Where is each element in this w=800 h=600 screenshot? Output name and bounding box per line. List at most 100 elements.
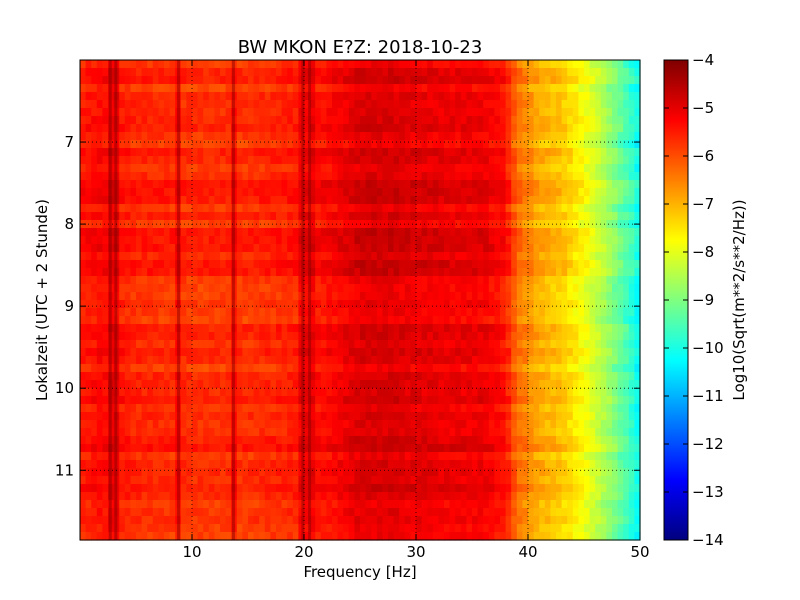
heatmap-cell bbox=[382, 324, 389, 333]
heatmap-cell bbox=[516, 164, 523, 173]
heatmap-cell bbox=[421, 308, 428, 317]
heatmap-cell bbox=[158, 204, 165, 213]
heatmap-cell bbox=[91, 188, 98, 197]
heatmap-cell bbox=[404, 404, 411, 413]
heatmap-cell bbox=[220, 452, 227, 461]
heatmap-cell bbox=[130, 60, 137, 69]
heatmap-cell bbox=[399, 428, 406, 437]
heatmap-cell bbox=[550, 452, 557, 461]
heatmap-cell bbox=[449, 428, 456, 437]
heatmap-cell bbox=[488, 212, 495, 221]
heatmap-cell bbox=[634, 396, 641, 405]
heatmap-cell bbox=[113, 324, 120, 333]
heatmap-cell bbox=[589, 156, 596, 165]
heatmap-cell bbox=[343, 292, 350, 301]
heatmap-cell bbox=[455, 396, 462, 405]
heatmap-cell bbox=[236, 212, 243, 221]
heatmap-cell bbox=[516, 292, 523, 301]
heatmap-cell bbox=[511, 204, 518, 213]
heatmap-cell bbox=[287, 316, 294, 325]
heatmap-cell bbox=[180, 300, 187, 309]
heatmap-cell bbox=[472, 148, 479, 157]
heatmap-cell bbox=[516, 60, 523, 69]
heatmap-cell bbox=[612, 452, 619, 461]
heatmap-cell bbox=[466, 372, 473, 381]
heatmap-cell bbox=[376, 372, 383, 381]
heatmap-cell bbox=[365, 268, 372, 277]
heatmap-cell bbox=[354, 116, 361, 125]
heatmap-cell bbox=[444, 324, 451, 333]
heatmap-cell bbox=[304, 60, 311, 69]
heatmap-cell bbox=[516, 84, 523, 93]
heatmap-cell bbox=[516, 260, 523, 269]
heatmap-cell bbox=[259, 76, 266, 85]
heatmap-cell bbox=[270, 452, 277, 461]
heatmap-cell bbox=[276, 292, 283, 301]
heatmap-cell bbox=[242, 340, 249, 349]
heatmap-cell bbox=[416, 292, 423, 301]
heatmap-cell bbox=[634, 132, 641, 141]
heatmap-cell bbox=[298, 100, 305, 109]
heatmap-cell bbox=[634, 204, 641, 213]
heatmap-cell bbox=[623, 436, 630, 445]
heatmap-cell bbox=[175, 452, 182, 461]
heatmap-cell bbox=[600, 124, 607, 133]
heatmap-cell bbox=[231, 228, 238, 237]
heatmap-cell bbox=[539, 100, 546, 109]
heatmap-cell bbox=[617, 380, 624, 389]
heatmap-cell bbox=[606, 156, 613, 165]
heatmap-cell bbox=[320, 292, 327, 301]
heatmap-cell bbox=[236, 76, 243, 85]
heatmap-cell bbox=[556, 348, 563, 357]
heatmap-cell bbox=[595, 68, 602, 77]
heatmap-cell bbox=[455, 364, 462, 373]
heatmap-cell bbox=[382, 100, 389, 109]
heatmap-cell bbox=[309, 204, 316, 213]
heatmap-cell bbox=[578, 268, 585, 277]
heatmap-cell bbox=[270, 76, 277, 85]
heatmap-cell bbox=[360, 60, 367, 69]
heatmap-cell bbox=[556, 204, 563, 213]
heatmap-cell bbox=[544, 244, 551, 253]
heatmap-cell bbox=[617, 420, 624, 429]
heatmap-cell bbox=[102, 444, 109, 453]
heatmap-cell bbox=[404, 364, 411, 373]
heatmap-cell bbox=[85, 164, 92, 173]
heatmap-cell bbox=[208, 100, 215, 109]
heatmap-cell bbox=[500, 332, 507, 341]
heatmap-cell bbox=[483, 404, 490, 413]
heatmap-cell bbox=[337, 276, 344, 285]
heatmap-cell bbox=[225, 284, 232, 293]
heatmap-cell bbox=[533, 308, 540, 317]
heatmap-cell bbox=[410, 204, 417, 213]
heatmap-cell bbox=[298, 348, 305, 357]
heatmap-cell bbox=[203, 252, 210, 261]
heatmap-cell bbox=[337, 364, 344, 373]
heatmap-cell bbox=[584, 148, 591, 157]
heatmap-cell bbox=[511, 292, 518, 301]
heatmap-cell bbox=[348, 212, 355, 221]
heatmap-cell bbox=[505, 148, 512, 157]
heatmap-cell bbox=[522, 164, 529, 173]
heatmap-cell bbox=[292, 132, 299, 141]
heatmap-cell bbox=[343, 372, 350, 381]
heatmap-cell bbox=[326, 452, 333, 461]
heatmap-cell bbox=[578, 164, 585, 173]
heatmap-cell bbox=[550, 132, 557, 141]
heatmap-cell bbox=[516, 196, 523, 205]
heatmap-cell bbox=[404, 100, 411, 109]
heatmap-cell bbox=[539, 68, 546, 77]
heatmap-cell bbox=[376, 308, 383, 317]
heatmap-cell bbox=[494, 452, 501, 461]
heatmap-cell bbox=[332, 188, 339, 197]
heatmap-cell bbox=[169, 364, 176, 373]
heatmap-cell bbox=[404, 332, 411, 341]
heatmap-cell bbox=[628, 116, 635, 125]
heatmap-cell bbox=[533, 252, 540, 261]
heatmap-cell bbox=[236, 404, 243, 413]
heatmap-cell bbox=[332, 436, 339, 445]
heatmap-cell bbox=[348, 244, 355, 253]
heatmap-cell bbox=[192, 148, 199, 157]
heatmap-cell bbox=[108, 436, 115, 445]
heatmap-cell bbox=[584, 220, 591, 229]
